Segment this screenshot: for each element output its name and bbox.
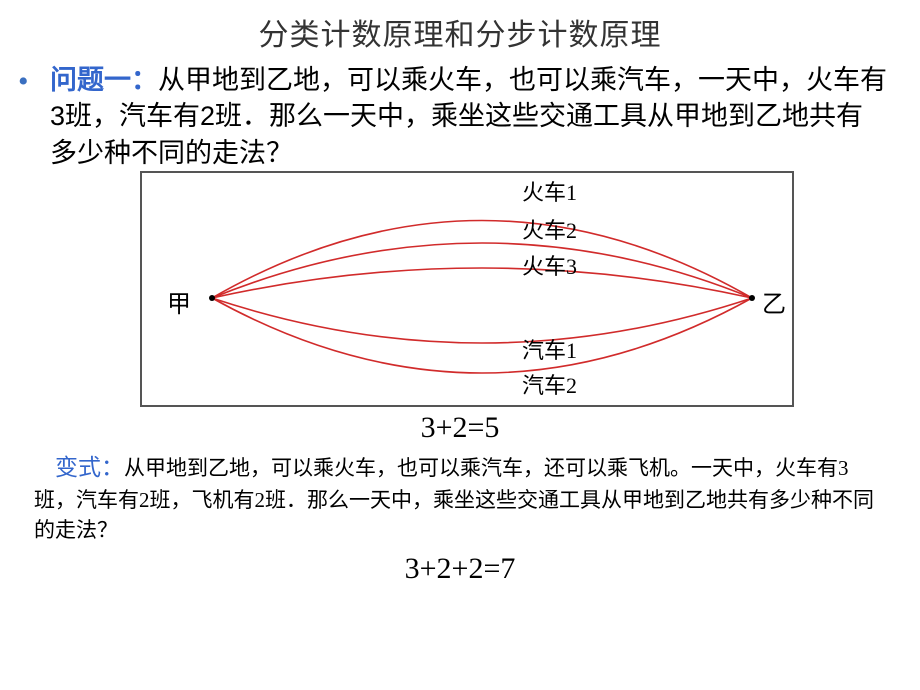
variant-text: 从甲地到乙地，可以乘火车，也可以乘汽车，还可以乘飞机。一天中，火车有3班，汽车有…	[34, 456, 874, 542]
route-label-4: 汽车2	[522, 368, 577, 400]
question-one-label: 问题一：	[50, 65, 158, 95]
route-label-0: 火车1	[522, 175, 577, 207]
node-right-label: 乙	[762, 284, 786, 319]
route-diagram: 甲 乙 火车1 火车2 火车3 汽车1汽车2	[140, 171, 794, 407]
route-label-1: 火车2	[522, 213, 577, 245]
route-path-2	[212, 268, 752, 298]
variant-label: 变式：	[55, 455, 124, 480]
formula-2: 3+2+2=7	[0, 552, 920, 586]
node-left	[209, 295, 215, 301]
page-title: 分类计数原理和分步计数原理	[0, 0, 920, 54]
question-one-text: 从甲地到乙地，可以乘火车，也可以乘汽车，一天中，火车有3班，汽车有2班．那么一天…	[50, 65, 887, 168]
route-path-0	[212, 221, 752, 299]
formula-1: 3+2=5	[0, 411, 920, 445]
variant-question: 变式：从甲地到乙地，可以乘火车，也可以乘汽车，还可以乘飞机。一天中，火车有3班，…	[0, 445, 920, 545]
route-label-3: 汽车1	[522, 333, 577, 365]
route-label-2: 火车3	[522, 249, 577, 281]
diagram-svg	[142, 173, 796, 409]
route-path-4	[212, 298, 752, 373]
bullet-icon: •	[18, 62, 29, 103]
route-path-1	[212, 243, 752, 298]
question-one: • 问题一：从甲地到乙地，可以乘火车，也可以乘汽车，一天中，火车有3班，汽车有2…	[0, 54, 920, 171]
node-right	[749, 295, 755, 301]
node-left-label: 甲	[167, 284, 191, 319]
diagram-container: 甲 乙 火车1 火车2 火车3 汽车1汽车2	[140, 171, 920, 407]
